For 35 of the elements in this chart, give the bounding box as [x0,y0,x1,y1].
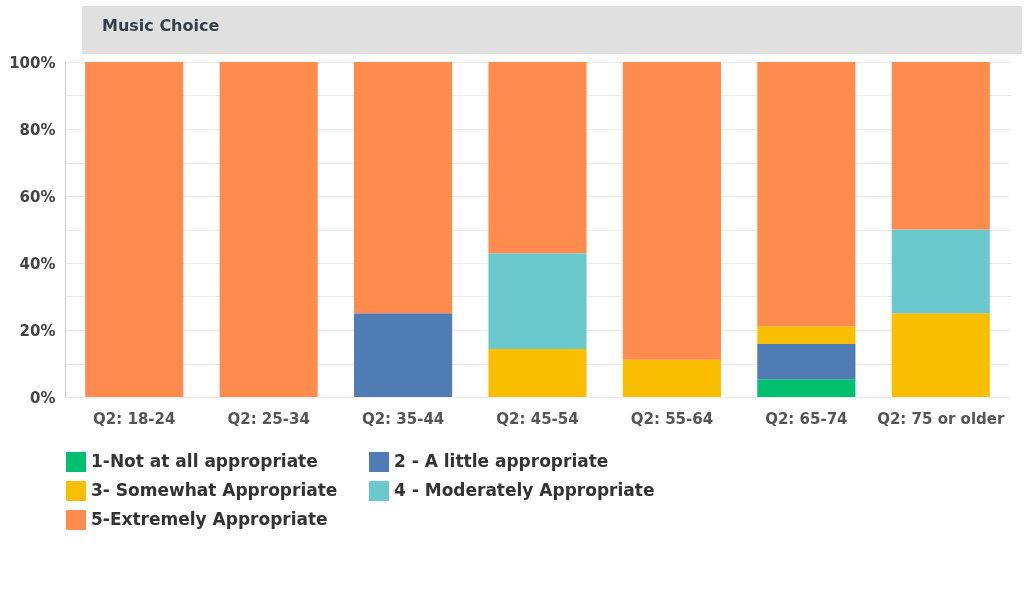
x-tick-label: Q2: 45-54 [496,409,579,428]
bar [757,326,856,345]
x-tick-label: Q2: 35-44 [361,409,445,428]
bar [891,313,990,397]
y-tick-label: 100% [9,53,56,72]
x-tick-label: Q2: 55-64 [630,409,714,428]
bar [219,62,318,397]
bar [354,313,453,397]
chart-title: Music Choice [82,6,1022,54]
bar [488,62,587,254]
x-tick-label: Q2: 18-24 [93,409,176,428]
bar [488,253,587,350]
legend-label: 3- Somewhat Appropriate [91,480,338,500]
legend-label: 4 - Moderately Appropriate [394,480,655,500]
y-tick-label: 60% [19,187,56,206]
bar [354,62,453,314]
x-tick-label: Q2: 75 or older [877,409,1005,428]
bar [891,62,990,230]
bar [488,349,587,397]
y-tick-label: 0% [30,388,56,407]
bar [757,344,856,380]
bar [891,229,990,314]
x-tick-label: Q2: 65-74 [765,409,848,428]
x-tick-label: Q2: 25-34 [227,409,310,428]
legend-label: 1-Not at all appropriate [91,451,318,471]
y-tick-label: 80% [19,120,56,139]
bar [622,62,721,360]
legend-label: 2 - A little appropriate [394,451,609,471]
bar [757,62,856,327]
bar [622,359,721,397]
bar [85,62,184,397]
y-tick-label: 20% [19,321,56,340]
y-tick-label: 40% [19,254,56,273]
bar [757,379,856,397]
legend-label: 5-Extremely Appropriate [91,509,328,529]
